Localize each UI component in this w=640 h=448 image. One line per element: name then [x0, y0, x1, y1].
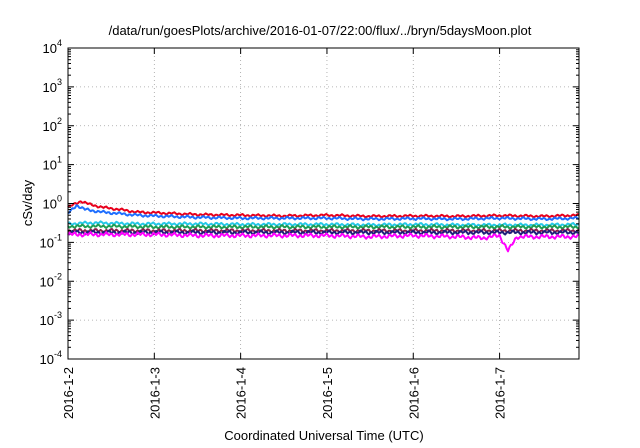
x-tick-label: 2016-1-6: [406, 367, 421, 419]
y-tick-label: 102: [43, 116, 62, 134]
x-tick-label: 2016-1-2: [61, 367, 76, 419]
x-tick-label: 2016-1-3: [147, 367, 162, 419]
y-tick-label: 10-2: [40, 271, 62, 289]
y-tick-label: 104: [43, 38, 62, 56]
y-tick-label: 10-3: [40, 310, 62, 328]
y-tick-labels: 10-4 10-3 10-2 10-1 100 101 102 103 104: [40, 38, 62, 367]
y-tick-label: 10-4: [40, 349, 62, 367]
y-tick-label: 100: [43, 194, 62, 212]
y-tick-label: 10-1: [40, 232, 62, 250]
x-tick-labels: 2016-1-2 2016-1-3 2016-1-4 2016-1-5 2016-1-6…: [61, 367, 508, 419]
series-line-3: [67, 220, 580, 228]
axis-ticks: [67, 47, 579, 360]
series-line-1: [67, 200, 580, 219]
y-tick-label: 103: [43, 77, 62, 95]
x-tick-label: 2016-1-7: [493, 367, 508, 419]
y-axis-label: cSv/day: [20, 179, 35, 226]
x-tick-label: 2016-1-5: [320, 367, 335, 419]
y-tick-label: 101: [43, 155, 62, 173]
grid: [68, 48, 579, 359]
chart-title: /data/run/goesPlots/archive/2016-01-07/2…: [109, 23, 532, 38]
plot-series: [67, 200, 580, 253]
series-line-4: [67, 223, 580, 230]
series-line-2: [67, 204, 580, 222]
x-axis-label: Coordinated Universal Time (UTC): [224, 428, 423, 443]
series-line-7: [67, 231, 580, 253]
x-tick-label: 2016-1-4: [234, 367, 249, 419]
